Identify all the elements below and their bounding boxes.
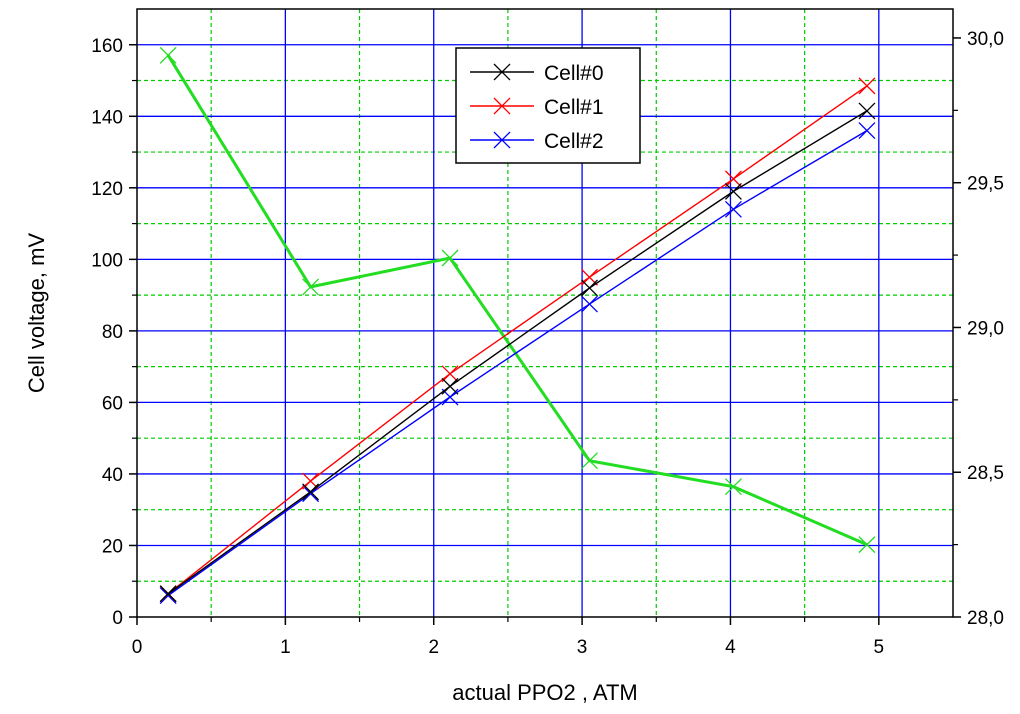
x-tick-label: 0	[132, 637, 143, 658]
legend-swatch-marker-stroke	[493, 97, 511, 115]
series-line-2	[167, 129, 868, 597]
data-point-1-stroke	[858, 77, 876, 95]
data-point-0	[441, 377, 459, 395]
data-point-0	[159, 585, 177, 603]
data-point-3-stroke	[159, 46, 177, 64]
data-point-0-stroke	[159, 585, 177, 603]
y2-tick-label: 28,5	[967, 463, 1004, 484]
legend-label-cell1: Cell#1	[544, 96, 604, 119]
legend-swatch-marker	[493, 63, 511, 81]
series-line-0	[167, 110, 868, 595]
x-axis-label: actual PPO2 , ATM	[452, 680, 637, 705]
y-tick-label: 100	[91, 250, 123, 271]
legend-swatch-marker-stroke	[493, 131, 511, 149]
y-tick-label: 160	[91, 36, 123, 57]
data-point-0-stroke	[441, 377, 459, 395]
y-tick-label: 40	[102, 465, 123, 486]
data-point-2	[724, 200, 742, 218]
data-point-3	[581, 452, 598, 470]
data-point-1-stroke	[441, 365, 459, 383]
data-point-0-stroke	[581, 279, 598, 297]
plot-frame	[136, 8, 954, 618]
data-point-1	[858, 77, 876, 95]
series-line-3	[166, 54, 868, 546]
data-point-2-stroke	[581, 295, 598, 313]
data-point-3-stroke	[581, 452, 598, 470]
legend-swatch-marker	[493, 131, 511, 149]
data-point-2	[858, 122, 876, 140]
data-point-2-stroke	[858, 122, 876, 140]
legend-swatch-marker-stroke	[493, 63, 511, 81]
y2-tick-label: 29,5	[967, 174, 1004, 195]
legend-item-cell1: Cell#1	[470, 96, 604, 119]
y-tick-label: 80	[102, 322, 123, 343]
data-point-0	[858, 102, 876, 120]
y-tick-label: 120	[91, 179, 123, 200]
y2-tick-label: 28,0	[967, 608, 1004, 629]
x-tick-label: 4	[725, 637, 736, 658]
legend-item-cell2: Cell#2	[470, 130, 604, 153]
data-point-0	[302, 483, 320, 501]
y-tick-label: 140	[91, 107, 123, 128]
x-tick-label: 3	[577, 637, 588, 658]
data-point-3	[302, 278, 320, 296]
x-tick-label: 2	[428, 637, 439, 658]
y2-tick-label: 29,0	[967, 318, 1004, 339]
axis-ticks: 0 1 2 3 4 5 0 20 40 60 80 100 120 140 160 28,0 28,5 29,0 2…	[91, 29, 1004, 658]
y-tick-label: 20	[102, 536, 123, 557]
y2-tick-label: 30,0	[967, 29, 1004, 50]
data-point-3	[858, 536, 876, 554]
data-point-2-stroke	[724, 200, 742, 218]
series-2	[159, 122, 876, 605]
data-point-0-stroke	[724, 182, 742, 200]
data-point-1	[441, 365, 459, 383]
plot-area-border	[136, 8, 954, 618]
y-tick-label: 60	[102, 393, 123, 414]
x-tick-label: 1	[280, 637, 291, 658]
legend-swatch-marker	[493, 97, 511, 115]
legend-label-cell2: Cell#2	[544, 130, 604, 153]
data-point-3	[159, 46, 177, 64]
data-point-3	[724, 478, 742, 496]
data-point-1	[724, 170, 742, 188]
data-point-3-stroke	[724, 478, 742, 496]
x-tick-label: 5	[874, 637, 885, 658]
legend: Cell#0 Cell#1 Cell#2	[455, 47, 641, 164]
data-point-2	[581, 295, 598, 313]
plot-series	[159, 46, 876, 605]
data-point-0-stroke	[302, 483, 320, 501]
data-point-3-stroke	[858, 536, 876, 554]
series-line-1	[167, 85, 868, 595]
legend-item-cell0: Cell#0	[470, 62, 604, 85]
data-point-0	[724, 182, 742, 200]
data-point-0	[581, 279, 598, 297]
series-0	[159, 102, 876, 603]
legend-label-cell0: Cell#0	[544, 62, 604, 85]
y-axis-label: Cell voltage, mV	[24, 233, 49, 394]
data-point-3-stroke	[302, 278, 320, 296]
data-point-1-stroke	[724, 170, 742, 188]
y-tick-label: 0	[112, 608, 123, 629]
series-3	[159, 46, 876, 554]
data-point-3	[441, 249, 459, 267]
data-point-3-stroke	[441, 249, 459, 267]
data-point-0-stroke	[858, 102, 876, 120]
